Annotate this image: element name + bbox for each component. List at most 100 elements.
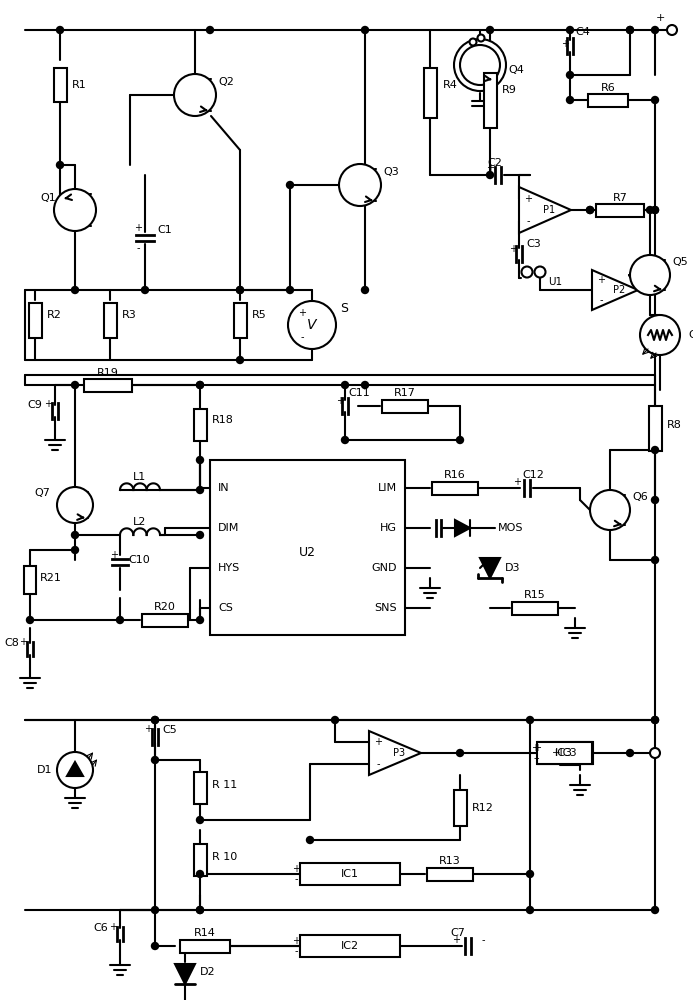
Circle shape [457, 436, 464, 444]
Circle shape [362, 286, 369, 294]
Text: V: V [307, 318, 317, 332]
Text: +: + [134, 223, 142, 233]
Circle shape [527, 716, 534, 724]
Polygon shape [480, 558, 500, 578]
Text: R1: R1 [72, 80, 87, 90]
Circle shape [647, 207, 653, 214]
Text: C8: C8 [4, 638, 19, 648]
Circle shape [286, 182, 294, 188]
Circle shape [486, 26, 493, 33]
Circle shape [626, 26, 633, 33]
Text: C3: C3 [526, 239, 541, 249]
Text: MOS: MOS [498, 523, 523, 533]
Text: R20: R20 [154, 602, 176, 612]
Circle shape [566, 97, 574, 104]
Text: -: - [295, 874, 298, 884]
Circle shape [651, 207, 658, 214]
Text: SNS: SNS [374, 603, 397, 613]
Text: -: - [295, 946, 298, 956]
Circle shape [57, 26, 64, 33]
Text: L2: L2 [133, 517, 147, 527]
Bar [538, 742, 593, 764]
Text: IC2: IC2 [341, 941, 359, 951]
Text: D3: D3 [505, 563, 520, 573]
Polygon shape [67, 762, 83, 776]
Bar [588, 94, 628, 106]
Text: R8: R8 [667, 420, 682, 430]
Text: CS: CS [218, 603, 233, 613]
Bar [142, 613, 188, 626]
Text: IC3: IC3 [555, 748, 573, 758]
Text: +: + [509, 244, 517, 254]
Circle shape [651, 496, 658, 504]
Text: +: + [298, 308, 306, 318]
Circle shape [197, 456, 204, 464]
Text: CDS: CDS [688, 330, 693, 340]
Bar [649, 406, 662, 450]
Circle shape [207, 26, 213, 33]
Text: C1: C1 [157, 225, 172, 235]
Text: Q2: Q2 [218, 77, 234, 87]
Text: P3: P3 [393, 748, 405, 758]
Text: U2: U2 [299, 546, 316, 559]
Circle shape [651, 906, 658, 914]
Circle shape [651, 97, 658, 104]
Circle shape [197, 616, 204, 624]
Bar [193, 772, 207, 804]
Text: IC1: IC1 [341, 869, 359, 879]
Text: P1: P1 [543, 205, 555, 215]
Text: +: + [656, 13, 665, 23]
Circle shape [71, 286, 78, 294]
Text: -: - [535, 753, 538, 763]
Bar [537, 742, 592, 764]
Circle shape [626, 750, 633, 756]
Circle shape [667, 25, 677, 35]
Text: Q7: Q7 [34, 488, 50, 498]
Text: R5: R5 [252, 310, 267, 320]
Text: +: + [533, 743, 541, 753]
Circle shape [651, 446, 658, 454]
Text: P2: P2 [613, 285, 625, 295]
Circle shape [197, 906, 204, 914]
Bar [193, 844, 207, 876]
Text: R 11: R 11 [212, 780, 237, 790]
Circle shape [197, 487, 204, 493]
Text: +: + [44, 399, 52, 409]
Circle shape [26, 616, 33, 624]
Polygon shape [519, 187, 571, 233]
Text: +: + [109, 922, 117, 932]
Circle shape [331, 716, 338, 724]
Circle shape [522, 266, 532, 277]
Circle shape [54, 189, 96, 231]
Text: +: + [452, 935, 460, 945]
Circle shape [152, 716, 159, 724]
Circle shape [651, 556, 658, 564]
Text: R 10: R 10 [212, 852, 237, 862]
Text: C10: C10 [128, 555, 150, 565]
Circle shape [527, 870, 534, 878]
Polygon shape [175, 964, 195, 984]
Circle shape [57, 487, 93, 523]
Text: D1: D1 [37, 765, 52, 775]
Circle shape [362, 26, 369, 33]
Circle shape [527, 906, 534, 914]
Circle shape [477, 34, 484, 41]
Circle shape [630, 255, 670, 295]
Circle shape [566, 26, 574, 33]
Text: C6: C6 [94, 923, 108, 933]
Text: C2: C2 [488, 158, 502, 168]
Circle shape [236, 286, 243, 294]
Text: Q4: Q4 [508, 65, 524, 75]
Text: R7: R7 [613, 193, 627, 203]
Bar [453, 790, 466, 826]
Text: +: + [561, 39, 569, 49]
Circle shape [57, 161, 64, 168]
Text: +IC3: +IC3 [552, 748, 578, 758]
Text: C12: C12 [522, 470, 544, 480]
Circle shape [454, 39, 506, 91]
Circle shape [197, 381, 204, 388]
Circle shape [651, 716, 658, 724]
Text: D2: D2 [200, 967, 216, 977]
Circle shape [342, 381, 349, 388]
Text: S: S [340, 302, 348, 314]
